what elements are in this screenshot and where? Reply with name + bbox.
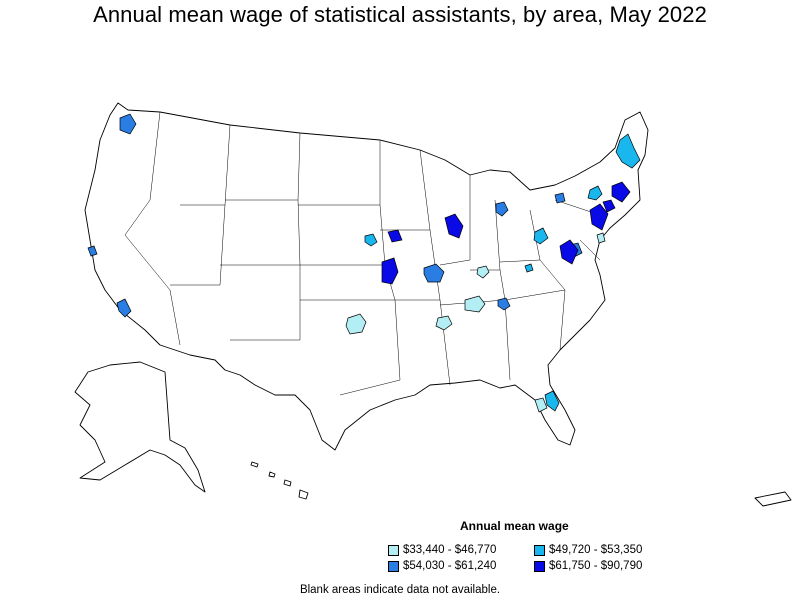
- area-light-2: [435, 315, 453, 331]
- area-darkblue-6: [611, 181, 631, 203]
- area-darkblue-5: [589, 203, 609, 231]
- map-title: Annual mean wage of statistical assistan…: [93, 2, 707, 27]
- area-blue-1: [119, 113, 137, 135]
- state-borders: [124, 111, 601, 396]
- area-darkblue-7: [602, 199, 616, 213]
- area-cyan-5: [524, 263, 534, 273]
- area-darkblue-1: [381, 257, 399, 285]
- alaska-outline: [74, 361, 206, 493]
- legend-swatch-2: [534, 544, 545, 556]
- hawaii-island: [268, 471, 276, 478]
- area-blue-6: [554, 192, 566, 204]
- legend-title: Annual mean wage: [460, 519, 569, 533]
- legend-swatch-3: [388, 560, 399, 572]
- area-blue-7: [497, 297, 511, 311]
- area-darkblue-3: [444, 213, 464, 239]
- legend-label-4: $61,750 - $90,790: [549, 560, 643, 572]
- area-blue-2: [87, 245, 98, 257]
- area-darkblue-2: [387, 229, 403, 243]
- contiguous-us-outline: [84, 102, 649, 451]
- puerto-rico: [754, 491, 792, 507]
- legend-item-1: $33,440 - $46,770: [388, 544, 496, 556]
- area-darkblue-4: [559, 239, 579, 265]
- area-light-5: [534, 397, 548, 413]
- legend-swatch-1: [388, 544, 399, 556]
- area-blue-3: [116, 298, 132, 318]
- area-cyan-1: [615, 133, 641, 169]
- area-blue-5: [495, 201, 509, 217]
- hawaii-island: [250, 461, 259, 468]
- legend-item-3: $54,030 - $61,240: [388, 560, 496, 572]
- legend-label-1: $33,440 - $46,770: [403, 544, 497, 556]
- area-light-4: [476, 265, 490, 279]
- hawaii-island: [283, 479, 292, 487]
- area-light-1: [345, 313, 367, 335]
- legend-item-2: $49,720 - $53,350: [534, 544, 642, 556]
- area-light-3: [464, 295, 486, 313]
- legend-label-2: $49,720 - $53,350: [549, 544, 643, 556]
- legend-label-3: $54,030 - $61,240: [403, 560, 497, 572]
- area-blue-4: [423, 263, 445, 283]
- hawaii-island: [298, 489, 309, 500]
- area-cyan-2: [587, 185, 603, 201]
- area-light-6: [596, 232, 606, 244]
- area-cyan-3: [533, 227, 549, 245]
- legend-item-4: $61,750 - $90,790: [534, 560, 642, 572]
- area-cyan-4: [364, 233, 378, 247]
- area-cyan-6: [544, 390, 560, 412]
- area-shapes: [87, 113, 641, 413]
- legend-swatch-4: [534, 560, 545, 572]
- footnote: Blank areas indicate data not available.: [299, 584, 501, 596]
